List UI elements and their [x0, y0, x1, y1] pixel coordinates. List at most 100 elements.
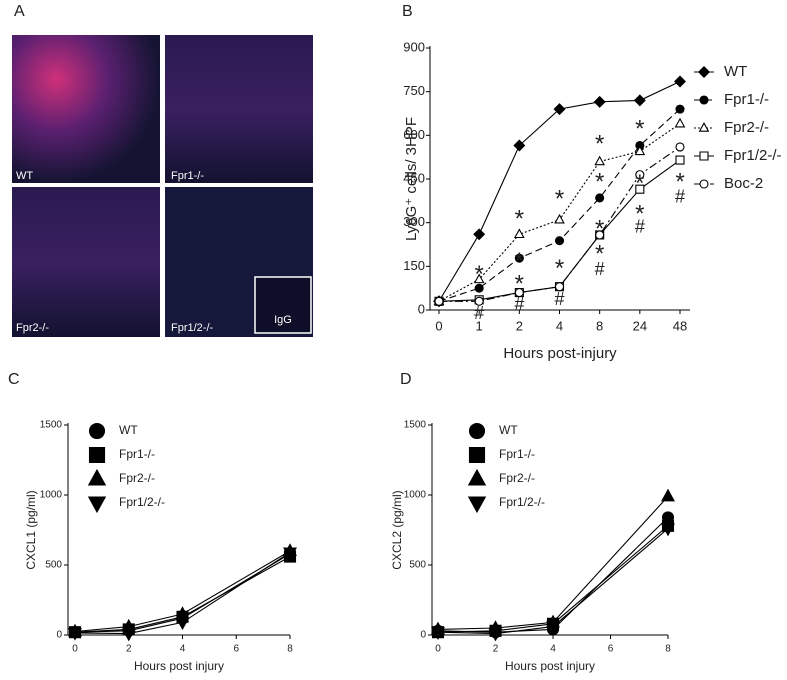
x-tick-label: 8 — [665, 644, 671, 655]
legend-marker — [699, 179, 709, 189]
annotation: * — [474, 261, 483, 288]
marker — [175, 617, 190, 631]
micrograph — [165, 35, 313, 183]
y-axis-label: Ly6G⁺ cells/ 3HPF — [403, 117, 420, 241]
annotation: * — [515, 248, 524, 275]
y-tick-label: 450 — [403, 170, 425, 185]
annotation: * — [675, 168, 684, 195]
legend-label: WT — [119, 423, 138, 437]
y-tick-label: 1000 — [404, 490, 427, 501]
x-tick-label: 48 — [673, 318, 687, 333]
x-tick-label: 6 — [608, 644, 614, 655]
marker — [634, 145, 646, 156]
marker — [661, 523, 675, 537]
x-tick-label: 6 — [233, 644, 239, 655]
marker — [488, 628, 503, 642]
marker — [554, 213, 565, 224]
series-line — [437, 528, 669, 635]
legend-marker — [87, 496, 107, 514]
marker — [514, 228, 525, 239]
image-label: Fpr1/2-/- — [171, 322, 214, 334]
annotation: * — [635, 115, 644, 142]
image-label: Fpr2-/- — [16, 322, 49, 334]
x-tick-label: 4 — [550, 644, 556, 655]
marker — [554, 236, 565, 246]
marker — [675, 142, 685, 152]
annotation: # — [675, 187, 685, 207]
legend-label: Fpr1-/- — [499, 447, 535, 461]
x-tick-label: 2 — [493, 644, 499, 655]
marker — [283, 547, 297, 561]
panel-label: B — [402, 3, 413, 20]
legend-marker — [699, 151, 709, 161]
annotation: * — [515, 270, 524, 297]
y-tick-label: 500 — [45, 560, 62, 571]
series-line — [74, 550, 291, 633]
marker — [513, 139, 526, 152]
legend-label: Fpr1/2-/- — [724, 147, 782, 164]
x-tick-label: 1 — [476, 318, 483, 333]
x-tick-label: 2 — [516, 318, 523, 333]
x-tick-label: 0 — [72, 644, 78, 655]
annotation: # — [514, 294, 524, 314]
marker — [674, 75, 686, 88]
annotation: # — [635, 217, 645, 237]
series-line — [437, 496, 669, 630]
marker — [675, 104, 685, 114]
marker — [473, 228, 486, 241]
annotation: * — [515, 205, 524, 232]
legend-marker — [468, 422, 486, 440]
image-label: Fpr1-/- — [171, 170, 204, 182]
marker — [474, 283, 484, 293]
legend-label: Boc-2 — [724, 175, 763, 192]
x-axis-label: Hours post-injury — [503, 345, 617, 362]
marker — [635, 184, 645, 194]
annotation: * — [555, 185, 564, 212]
marker — [661, 488, 675, 502]
y-tick-label: 1000 — [40, 490, 63, 501]
y-tick-label: 150 — [403, 258, 425, 273]
series-line — [74, 556, 291, 633]
x-tick-label: 4 — [556, 318, 563, 333]
micrograph — [12, 187, 160, 337]
x-axis-label: Hours post injury — [505, 659, 595, 673]
marker — [595, 193, 605, 203]
y-tick-label: 750 — [403, 83, 425, 98]
x-tick-label: 0 — [435, 644, 441, 655]
marker — [514, 253, 524, 263]
legend-label: Fpr1/2-/- — [119, 495, 165, 509]
legend-label: WT — [499, 423, 518, 437]
legend-label: Fpr2-/- — [724, 119, 769, 136]
legend-marker — [698, 122, 710, 132]
marker — [675, 155, 685, 165]
legend-marker — [87, 468, 107, 486]
y-tick-label: 0 — [56, 630, 62, 641]
marker — [473, 273, 485, 284]
panel-label: A — [14, 3, 25, 20]
annotation: * — [635, 170, 644, 197]
legend-marker — [468, 446, 486, 464]
series-line — [437, 525, 669, 633]
marker — [554, 282, 565, 292]
y-tick-label: 1500 — [404, 420, 427, 431]
legend-label: Fpr1-/- — [119, 447, 155, 461]
annotation: * — [595, 168, 604, 195]
annotation: # — [595, 259, 605, 279]
legend-label: Fpr2-/- — [499, 471, 535, 485]
marker — [593, 95, 606, 108]
y-tick-label: 900 — [403, 39, 425, 54]
legend-label: Fpr2-/- — [119, 471, 155, 485]
series-line — [74, 553, 291, 633]
x-tick-label: 2 — [126, 644, 132, 655]
annotation: # — [474, 303, 484, 323]
marker — [633, 94, 646, 107]
y-tick-label: 1500 — [40, 420, 63, 431]
micrograph — [12, 35, 160, 183]
x-tick-label: 4 — [180, 644, 186, 655]
y-tick-label: 0 — [418, 301, 425, 316]
legend-marker — [88, 422, 106, 440]
marker — [635, 170, 645, 180]
legend-label: Fpr1/2-/- — [499, 495, 545, 509]
marker — [553, 103, 566, 116]
